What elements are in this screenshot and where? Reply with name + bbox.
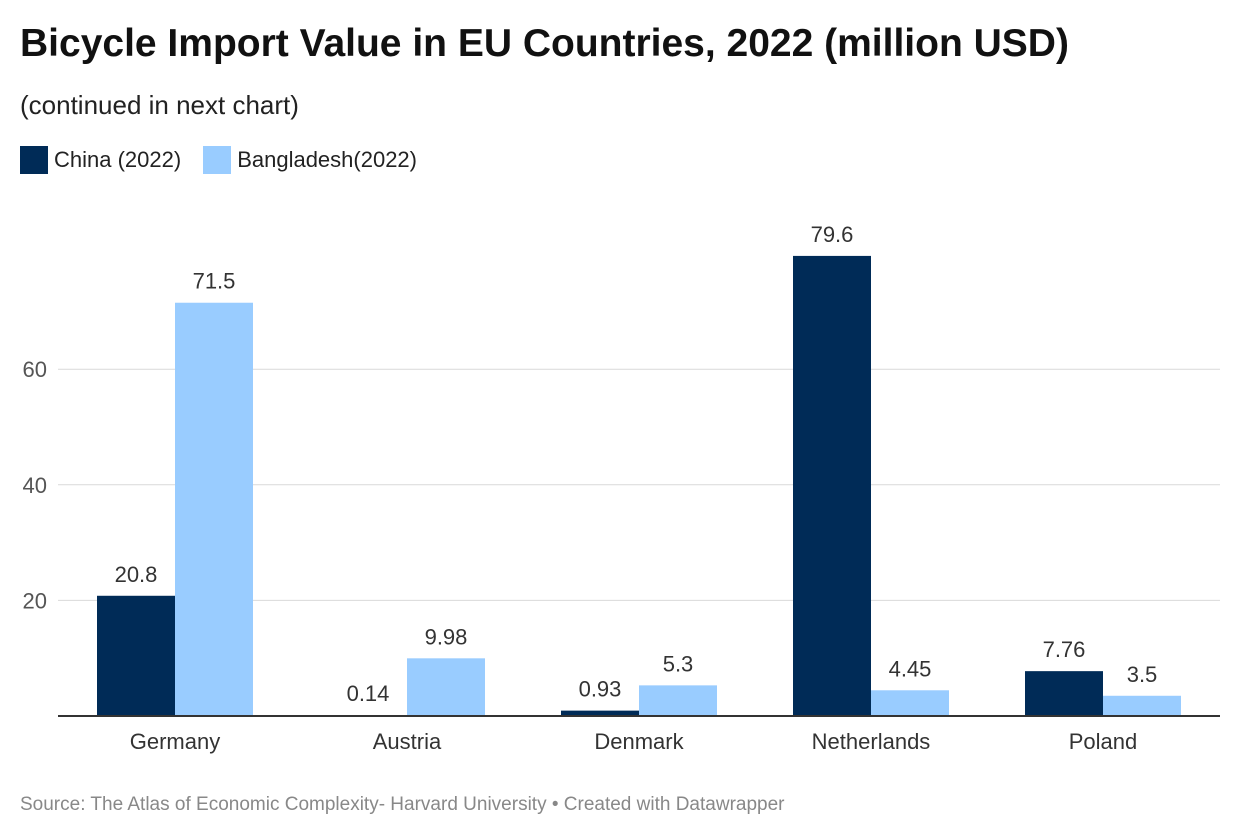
- value-label-germany-series-1: 71.5: [193, 269, 236, 294]
- chart-title: Bicycle Import Value in EU Countries, 20…: [20, 22, 1069, 65]
- chart-subtitle: (continued in next chart): [20, 90, 299, 120]
- value-label-netherlands-series-0: 79.6: [811, 222, 854, 247]
- y-tick-label-60: 60: [23, 357, 47, 382]
- bar-germany-series-1: [175, 302, 253, 716]
- y-tick-label-20: 20: [23, 588, 47, 613]
- value-label-germany-series-0: 20.8: [115, 562, 158, 587]
- legend-item-china: China (2022): [20, 146, 181, 174]
- value-label-poland-series-1: 3.5: [1127, 662, 1158, 687]
- x-tick-label-austria: Austria: [373, 729, 442, 754]
- x-tick-label-germany: Germany: [130, 729, 220, 754]
- value-label-austria-series-0: 0.14: [347, 681, 390, 706]
- value-label-poland-series-0: 7.76: [1043, 637, 1086, 662]
- bar-germany-series-0: [97, 595, 175, 716]
- value-label-denmark-series-1: 5.3: [663, 651, 694, 676]
- legend-swatch-bangladesh: [203, 146, 232, 174]
- value-label-austria-series-1: 9.98: [425, 624, 468, 649]
- value-label-netherlands-series-1: 4.45: [889, 656, 932, 681]
- source-note: Source: The Atlas of Economic Complexity…: [20, 794, 785, 815]
- bar-denmark-series-0: [561, 710, 639, 716]
- bar-poland-series-1: [1103, 695, 1181, 716]
- value-label-denmark-series-0: 0.93: [579, 677, 622, 702]
- legend-label-china: China (2022): [54, 147, 182, 172]
- x-tick-label-denmark: Denmark: [594, 729, 684, 754]
- y-tick-label-40: 40: [23, 473, 47, 498]
- x-tick-label-netherlands: Netherlands: [812, 729, 931, 754]
- legend: China (2022) Bangladesh(2022): [20, 146, 439, 174]
- bar-austria-series-1: [407, 658, 485, 716]
- legend-label-bangladesh: Bangladesh(2022): [237, 147, 417, 172]
- legend-item-bangladesh: Bangladesh(2022): [203, 146, 417, 174]
- legend-swatch-china: [20, 146, 48, 174]
- bar-netherlands-series-1: [871, 690, 949, 716]
- bar-netherlands-series-0: [793, 255, 871, 717]
- bar-poland-series-0: [1025, 671, 1103, 716]
- x-tick-label-poland: Poland: [1069, 729, 1138, 754]
- bar-denmark-series-1: [639, 685, 717, 716]
